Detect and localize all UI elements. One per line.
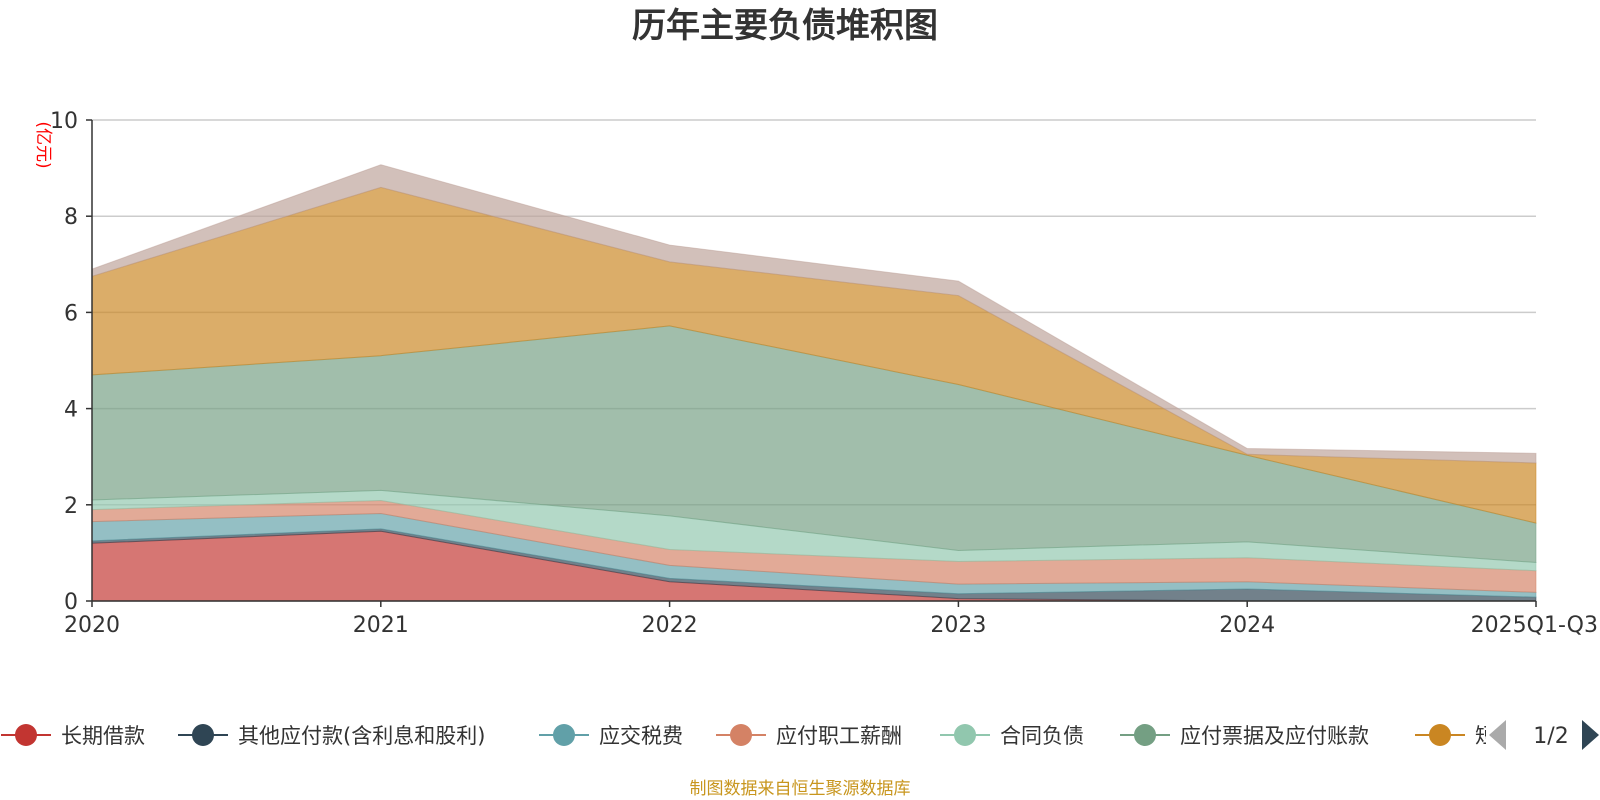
area-layers bbox=[91, 164, 1537, 602]
legend-label: 应交税费 bbox=[599, 724, 683, 748]
legend-item-4[interactable]: 合同负债 bbox=[940, 724, 1084, 748]
area-series-7[interactable] bbox=[91, 164, 1537, 464]
y-axis-unit-label: (亿元) bbox=[33, 121, 53, 168]
legend-label: 合同负债 bbox=[1000, 724, 1084, 748]
legend-label: 应付职工薪酬 bbox=[776, 724, 902, 748]
legend-prev-page-icon[interactable] bbox=[1489, 720, 1506, 750]
legend-item-5[interactable]: 应付票据及应付账款 bbox=[1120, 724, 1369, 748]
legend-items: 长期借款 其他应付款(含利息和股利) 应交税费 应付职工薪酬 合同负债 应付票据及应付账款… bbox=[1, 724, 1559, 748]
legend-marker bbox=[192, 724, 214, 746]
x-tick-label: 2025Q1-Q3 bbox=[1471, 613, 1598, 638]
legend-page-indicator: 1/2 bbox=[1533, 724, 1568, 749]
legend-item-0[interactable]: 长期借款 bbox=[1, 724, 145, 748]
legend-label: 应付票据及应付账款 bbox=[1180, 724, 1369, 748]
y-tick-label: 10 bbox=[50, 109, 78, 134]
legend-marker bbox=[954, 724, 976, 746]
x-tick-label: 2022 bbox=[642, 613, 698, 638]
legend-marker bbox=[553, 724, 575, 746]
data-source-note: 制图数据来自恒生聚源数据库 bbox=[690, 779, 911, 799]
legend-label: 长期借款 bbox=[61, 724, 145, 748]
legend-label: 其他应付款(含利息和股利) bbox=[238, 724, 485, 748]
legend-marker bbox=[730, 724, 752, 746]
legend-label: 短期借款 bbox=[1475, 724, 1559, 748]
legend-item-3[interactable]: 应付职工薪酬 bbox=[716, 724, 902, 748]
y-tick-label: 6 bbox=[64, 301, 78, 326]
chart-title: 历年主要负债堆积图 bbox=[632, 6, 938, 46]
legend-next-page-icon[interactable] bbox=[1582, 720, 1599, 750]
legend-item-2[interactable]: 应交税费 bbox=[539, 724, 683, 748]
y-tick-label: 2 bbox=[64, 494, 78, 519]
legend-item-6[interactable]: 短期借款 bbox=[1415, 724, 1559, 748]
x-tick-label: 2020 bbox=[64, 613, 120, 638]
y-tick-label: 8 bbox=[64, 205, 78, 230]
legend[interactable]: 长期借款 其他应付款(含利息和股利) 应交税费 应付职工薪酬 合同负债 应付票据及应付账款… bbox=[1, 720, 1600, 750]
y-tick-label: 4 bbox=[64, 398, 78, 423]
legend-marker bbox=[1429, 724, 1451, 746]
axes: 0 2 4 6 8 10 2020 2021 2022 2023 2024 2025Q1-Q3 bbox=[50, 109, 1598, 638]
x-tick-label: 2024 bbox=[1219, 613, 1275, 638]
legend-marker bbox=[15, 724, 37, 746]
legend-item-1[interactable]: 其他应付款(含利息和股利) bbox=[178, 724, 485, 748]
x-tick-label: 2021 bbox=[353, 613, 409, 638]
y-tick-label: 0 bbox=[64, 590, 78, 615]
legend-marker bbox=[1134, 724, 1156, 746]
x-tick-label: 2023 bbox=[930, 613, 986, 638]
